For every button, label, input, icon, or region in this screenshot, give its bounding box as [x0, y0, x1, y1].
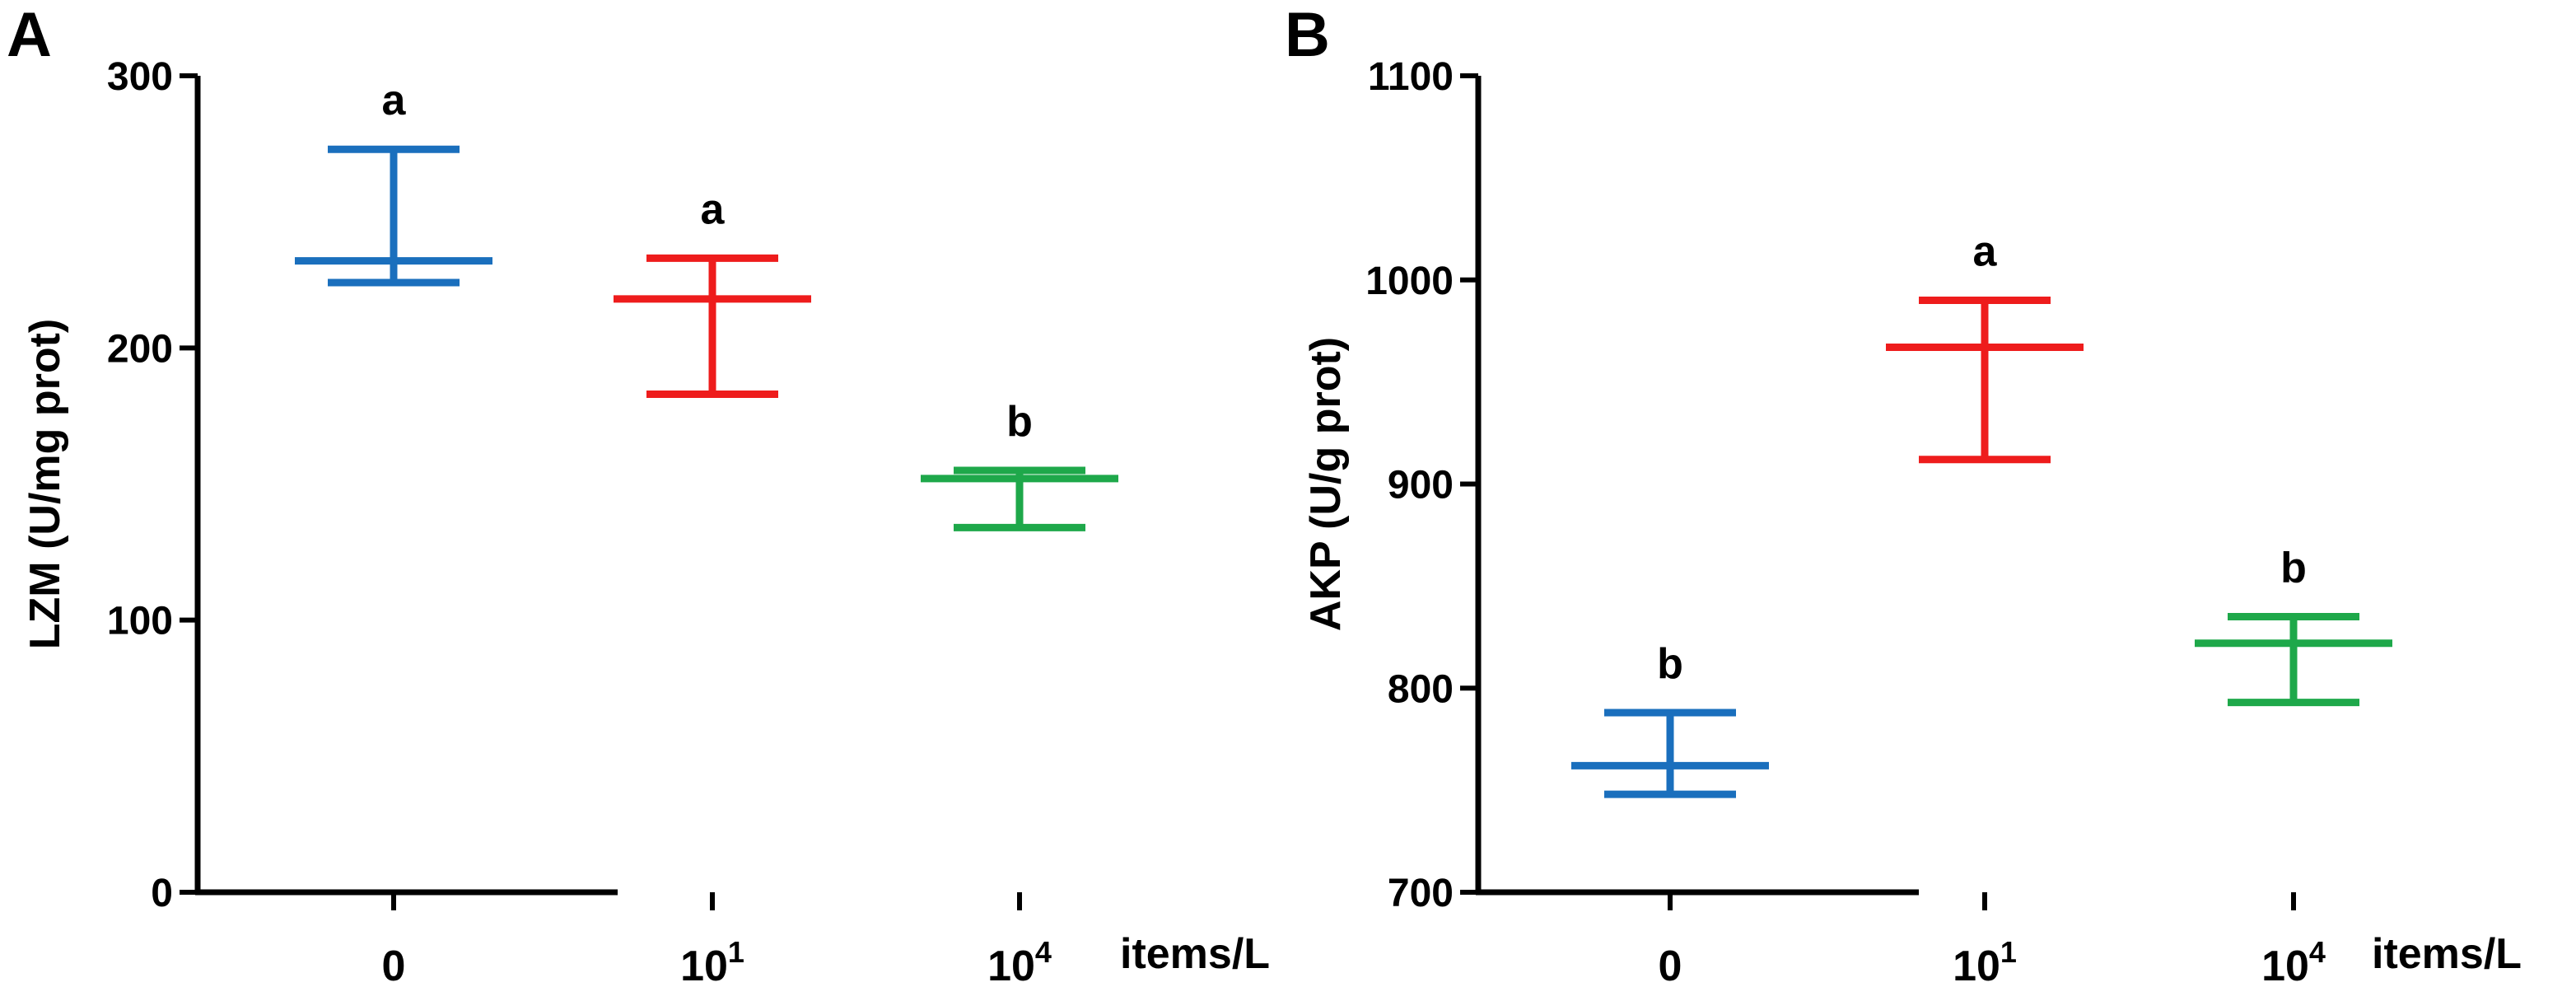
panel-a-y-tick-label: 200 [107, 327, 173, 371]
panel-a-significance-label: a [701, 185, 726, 233]
panel-b-y-tick-label: 1000 [1365, 260, 1454, 303]
panel-b-letter: B [1285, 0, 1330, 70]
panel-b-x-tick-label: 101 [1953, 935, 2017, 990]
panel-b-y-tick-label: 700 [1388, 872, 1454, 915]
panel-a-significance-label: a [382, 77, 407, 124]
panel-b-significance-label: b [1657, 640, 1683, 688]
panel-a: A 0 100 200 300 0 101 104 items/L LZM (U/mg prot)… [7, 0, 1270, 990]
panel-b-y-tick-label: 900 [1388, 464, 1454, 508]
panel-b-significance-label: a [1973, 228, 1998, 276]
panel-a-y-tick-label: 0 [151, 872, 173, 915]
panel-a-letter: A [7, 0, 52, 70]
panel-a-x-unit-label: items/L [1120, 930, 1270, 978]
panel-a-y-tick-label: 100 [107, 600, 173, 643]
panel-b: B 700 800 900 1000 1100 0 101 104 items/L AKP (U/g… [1285, 0, 2522, 990]
panel-b-y-tick-label: 800 [1388, 667, 1454, 711]
panel-b-significance-label: b [2280, 545, 2307, 592]
panel-a-x-tick-label: 104 [987, 935, 1052, 990]
panel-a-y-tick-label: 300 [107, 55, 173, 99]
panel-a-significance-label: b [1006, 398, 1033, 446]
panel-a-y-axis-title: LZM (U/mg prot) [21, 319, 69, 649]
panel-b-x-tick-label: 104 [2261, 935, 2326, 990]
panel-b-x-tick-label: 0 [1659, 943, 1682, 990]
panel-b-x-unit-label: items/L [2372, 930, 2522, 978]
panel-b-y-axis-title: AKP (U/g prot) [1302, 337, 1350, 631]
panel-a-x-tick-label: 0 [382, 943, 406, 990]
panel-a-x-tick-label: 101 [680, 935, 744, 990]
panel-b-y-tick-label: 1100 [1368, 55, 1454, 99]
